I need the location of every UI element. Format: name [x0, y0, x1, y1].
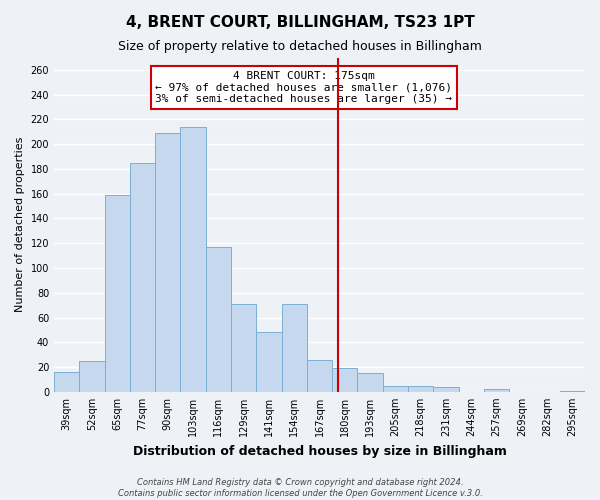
- Bar: [433, 387, 458, 392]
- Text: Contains HM Land Registry data © Crown copyright and database right 2024.
Contai: Contains HM Land Registry data © Crown c…: [118, 478, 482, 498]
- Bar: [307, 360, 332, 392]
- Y-axis label: Number of detached properties: Number of detached properties: [15, 137, 25, 312]
- Text: 4 BRENT COURT: 175sqm
← 97% of detached houses are smaller (1,076)
3% of semi-de: 4 BRENT COURT: 175sqm ← 97% of detached …: [155, 71, 452, 104]
- Bar: [332, 368, 358, 392]
- Bar: [104, 195, 130, 392]
- Bar: [358, 373, 383, 392]
- Bar: [79, 361, 104, 392]
- X-axis label: Distribution of detached houses by size in Billingham: Distribution of detached houses by size …: [133, 444, 506, 458]
- Bar: [383, 386, 408, 392]
- Bar: [231, 304, 256, 392]
- Text: 4, BRENT COURT, BILLINGHAM, TS23 1PT: 4, BRENT COURT, BILLINGHAM, TS23 1PT: [125, 15, 475, 30]
- Bar: [206, 247, 231, 392]
- Bar: [560, 390, 585, 392]
- Bar: [484, 390, 509, 392]
- Bar: [155, 133, 181, 392]
- Bar: [54, 372, 79, 392]
- Bar: [281, 304, 307, 392]
- Bar: [130, 162, 155, 392]
- Bar: [256, 332, 281, 392]
- Text: Size of property relative to detached houses in Billingham: Size of property relative to detached ho…: [118, 40, 482, 53]
- Bar: [408, 386, 433, 392]
- Bar: [181, 127, 206, 392]
